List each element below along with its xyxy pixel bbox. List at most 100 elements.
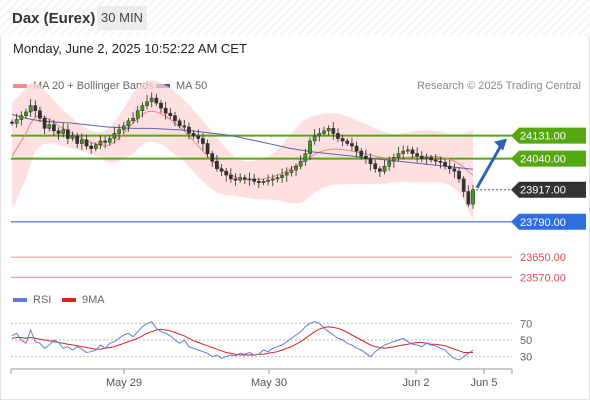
candle-body (471, 189, 475, 205)
candle (224, 167, 229, 182)
legend-rsi: RSI (13, 294, 51, 306)
candle (168, 108, 173, 120)
candle (149, 92, 154, 108)
candle (242, 174, 247, 184)
candle (396, 146, 401, 162)
candle (401, 145, 406, 160)
candle (294, 163, 298, 176)
candle-body (187, 126, 191, 134)
candle (326, 125, 331, 136)
current-price-label: 23917.00 (520, 185, 566, 197)
candle-body (429, 157, 433, 161)
candle (466, 185, 471, 208)
resistance-label: 24040.00 (520, 154, 566, 166)
candle (187, 122, 191, 140)
candle (93, 142, 98, 152)
chart-header: Dax (Eurex) 30 MIN (0, 0, 590, 36)
candle (284, 167, 289, 182)
candle (322, 126, 326, 137)
candle-body (24, 111, 28, 116)
candle-body (75, 135, 80, 144)
candle (196, 129, 201, 144)
candle (280, 168, 284, 183)
candle (112, 126, 117, 144)
chart-datetime: Monday, June 2, 2025 10:52:22 AM CET (13, 41, 247, 56)
candle (79, 133, 84, 150)
candle-body (457, 171, 461, 180)
candle-body (38, 110, 42, 119)
ma20-line (11, 110, 474, 181)
candle-body (419, 155, 424, 159)
candle (154, 93, 159, 106)
candle-body (177, 120, 182, 127)
support-label: 23570.00 (520, 272, 566, 284)
rsi-level-label: 50 (520, 335, 532, 347)
candle-body (84, 139, 89, 147)
ma50-line (11, 114, 474, 170)
candle-body (149, 97, 154, 103)
candle-body (443, 162, 447, 167)
candle-body (238, 177, 243, 181)
candle-body (308, 140, 312, 154)
candle-body (103, 140, 107, 143)
candle (24, 108, 28, 120)
candle-body (121, 125, 126, 130)
candle (145, 95, 149, 110)
candle-body (70, 135, 75, 139)
candle (177, 118, 182, 129)
candle (457, 167, 461, 183)
candle-body (382, 165, 387, 172)
candle (75, 132, 80, 149)
candle-body (280, 174, 284, 178)
candle-body (252, 178, 256, 182)
candle (350, 137, 354, 151)
candle-body (410, 149, 415, 154)
candle (433, 154, 438, 166)
candle (10, 119, 14, 126)
legend-ma50-label: MA 50 (176, 80, 208, 92)
resistance-label: 24131.00 (520, 131, 566, 143)
candle (163, 101, 168, 120)
candle (266, 174, 270, 186)
candle (373, 159, 378, 173)
legend-9ma-swatch (62, 298, 76, 303)
candle (410, 146, 415, 159)
candle-body (229, 174, 233, 180)
candle-body (61, 129, 66, 134)
candle (447, 159, 452, 174)
candle-body (350, 143, 354, 147)
candle (210, 150, 215, 168)
timeframe-badge[interactable]: 30 MIN (97, 6, 147, 30)
candle (424, 153, 429, 164)
candle (275, 174, 280, 183)
candle (47, 118, 52, 132)
candle-body (33, 105, 38, 111)
legend-9ma-label: 9MA (82, 294, 105, 306)
candle-body (47, 124, 52, 129)
research-credit: Research © 2025 Trading Central (416, 80, 581, 92)
candle (289, 165, 294, 177)
resistance-label-box (511, 127, 586, 144)
candle-body (345, 140, 350, 144)
candle (461, 176, 466, 198)
candle-body (56, 130, 61, 134)
candle-body (266, 179, 270, 182)
legend-rsi-swatch (13, 298, 27, 303)
candle (331, 122, 336, 140)
candle-body (52, 124, 56, 132)
candle-body (340, 138, 345, 142)
candle-body (19, 115, 24, 120)
candle (247, 172, 252, 186)
candle (42, 115, 47, 135)
candle-body (140, 105, 145, 111)
legend-rsi-label: RSI (33, 294, 52, 306)
pivot-label: 23790.00 (520, 217, 566, 229)
candle-body (336, 133, 340, 139)
candle-body (294, 165, 298, 171)
candle (66, 124, 70, 145)
candle-body (415, 153, 419, 157)
x-axis-label: Jun 5 (471, 377, 498, 389)
candle-body (191, 133, 196, 137)
candle-body (107, 138, 112, 143)
candle-body (466, 191, 471, 205)
